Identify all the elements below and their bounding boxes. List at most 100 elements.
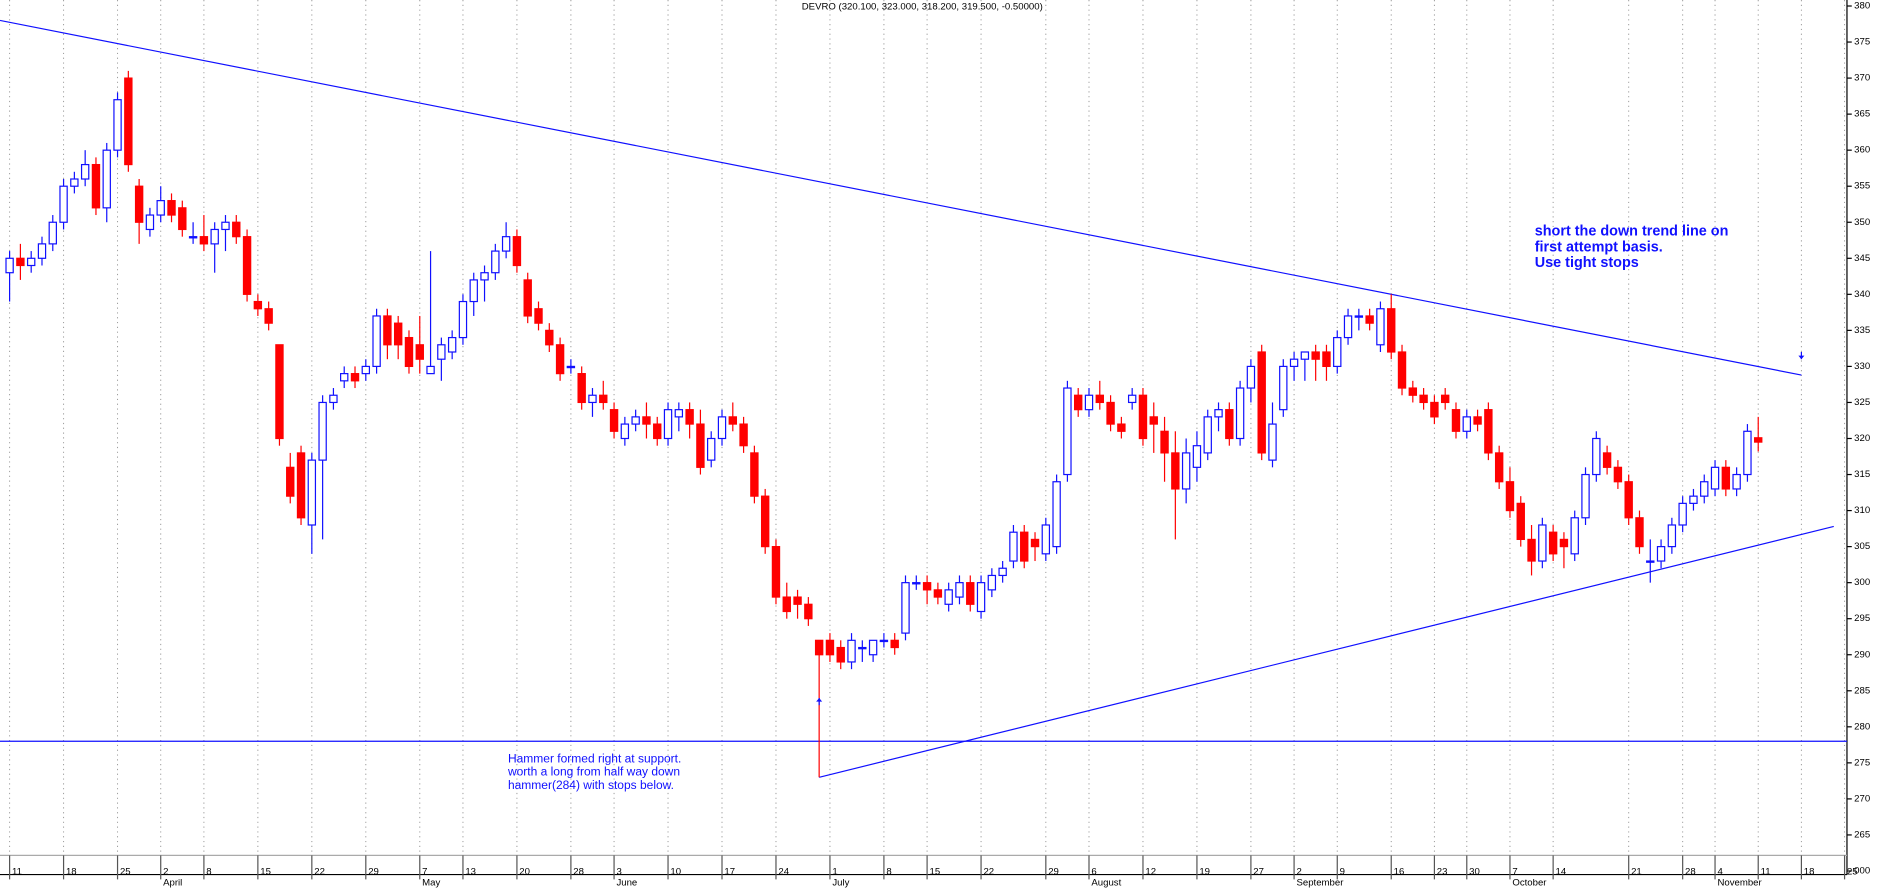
- candle-body: [588, 394, 597, 404]
- candle-body: [760, 495, 770, 548]
- candle-body: [771, 546, 781, 598]
- candle-body: [1678, 502, 1687, 526]
- annotation: worth a long from half way down: [507, 765, 680, 779]
- candle-body: [48, 221, 57, 245]
- annotation: first attempt basis.: [1535, 239, 1663, 255]
- candle-body: [685, 409, 694, 425]
- y-tick-label: 280: [1854, 721, 1870, 732]
- candle-body: [253, 300, 263, 310]
- candle-body: [1127, 394, 1137, 404]
- y-tick-label: 355: [1854, 181, 1870, 192]
- candle-body: [653, 423, 662, 440]
- trend-line: [819, 525, 1834, 778]
- candle-body: [458, 300, 468, 339]
- x-tick-label: 25: [1847, 867, 1858, 878]
- annotation: hammer(284) with stops below.: [508, 778, 674, 792]
- candle-body: [1106, 401, 1115, 425]
- candle-body: [1138, 394, 1148, 440]
- candle-body: [1160, 430, 1169, 454]
- month-label: July: [832, 878, 849, 889]
- candle-body: [242, 236, 252, 295]
- candle-body: [512, 236, 522, 267]
- y-tick-label: 000: [1854, 866, 1870, 877]
- candle-body: [296, 452, 306, 519]
- candle-body: [1527, 538, 1536, 562]
- candle-body: [1030, 538, 1040, 548]
- candle-body: [210, 228, 219, 245]
- y-tick-label: 295: [1854, 613, 1870, 624]
- candle-body: [178, 207, 187, 231]
- candle-body: [620, 423, 630, 440]
- candle-body: [998, 567, 1007, 577]
- candle-body: [933, 589, 943, 598]
- candle-body: [1203, 416, 1212, 454]
- candle-body: [674, 409, 684, 418]
- candle-body: [1214, 409, 1223, 418]
- candle-body: [577, 373, 586, 404]
- x-tick-label: 18: [66, 867, 77, 878]
- candle-body: [1095, 394, 1104, 404]
- y-tick-label: 365: [1854, 109, 1870, 120]
- y-tick-label: 345: [1854, 253, 1870, 264]
- x-tick-label: 17: [724, 867, 735, 878]
- candle-body: [16, 257, 25, 267]
- candle-body: [1225, 409, 1234, 440]
- candle-body: [1440, 394, 1450, 404]
- x-tick-label: 18: [1804, 867, 1815, 878]
- x-tick-label: 12: [1145, 867, 1156, 878]
- candle-body: [1052, 481, 1061, 548]
- candle-body: [534, 308, 543, 324]
- candle-body: [987, 574, 997, 591]
- candle-body: [1020, 531, 1029, 562]
- candle-body: [199, 236, 209, 245]
- candle-body: [804, 603, 813, 620]
- candle-body: [663, 409, 673, 440]
- candle-body: [188, 236, 198, 239]
- candle-body: [1333, 336, 1342, 368]
- x-tick-label: 15: [260, 867, 271, 878]
- x-tick-label: 3: [616, 867, 621, 878]
- candle-body: [1397, 351, 1407, 389]
- month-label: June: [616, 878, 637, 889]
- candle-body: [1376, 308, 1385, 346]
- candle-body: [1419, 394, 1428, 404]
- month-label: August: [1091, 878, 1121, 889]
- y-tick-label: 290: [1854, 649, 1870, 660]
- candle-body: [1235, 387, 1245, 440]
- candle-body: [1117, 423, 1126, 432]
- candle-body: [480, 272, 489, 281]
- candle-body: [404, 336, 414, 368]
- candle-body: [836, 646, 845, 663]
- candle-body: [728, 416, 738, 425]
- y-tick-label: 380: [1854, 1, 1870, 12]
- candle-body: [5, 257, 14, 274]
- candle-body: [1322, 351, 1331, 368]
- y-tick-label: 370: [1854, 73, 1870, 84]
- candle-body: [1754, 437, 1763, 443]
- candle-body: [145, 214, 155, 231]
- candle-body: [1279, 365, 1288, 411]
- candle-body: [1074, 394, 1083, 411]
- candle-body: [1710, 466, 1720, 490]
- candle-body: [221, 221, 230, 231]
- candle-body: [1721, 466, 1731, 490]
- candle-body: [1289, 358, 1299, 368]
- x-tick-label: 22: [983, 867, 994, 878]
- x-tick-label: 8: [886, 867, 891, 878]
- candle-body: [1732, 473, 1741, 490]
- candle-body: [102, 149, 111, 209]
- candle-body: [555, 344, 565, 375]
- trend-line: [0, 19, 1802, 376]
- x-tick-label: 21: [1631, 867, 1642, 878]
- candle-body: [1300, 351, 1310, 360]
- y-tick-label: 300: [1854, 577, 1870, 588]
- candle-body: [307, 459, 317, 526]
- candle-body: [1473, 416, 1482, 425]
- month-label: November: [1717, 878, 1762, 889]
- candle-body: [1743, 430, 1752, 476]
- x-tick-label: 23: [1437, 867, 1448, 878]
- candle-body: [1365, 315, 1374, 324]
- candle-body: [156, 200, 165, 216]
- y-tick-label: 330: [1854, 361, 1870, 372]
